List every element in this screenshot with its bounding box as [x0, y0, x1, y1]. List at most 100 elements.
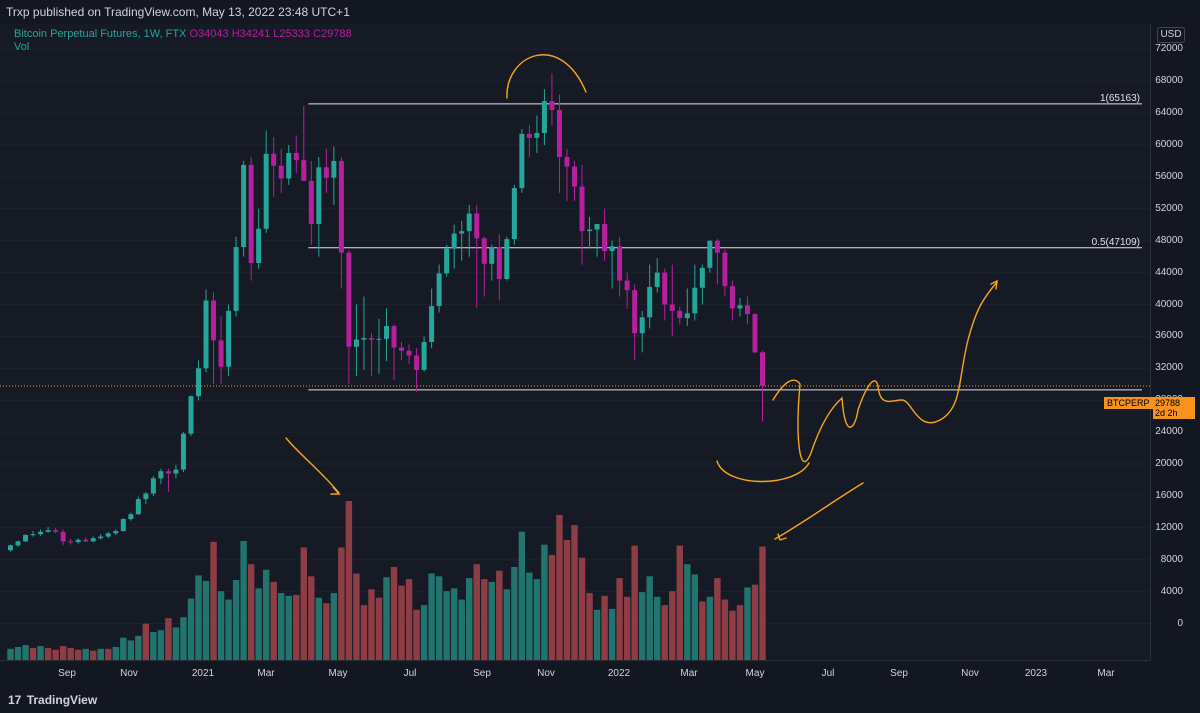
time-tick-label: Jul — [821, 668, 835, 679]
brand-name: TradingView — [26, 693, 98, 707]
time-tick-label: 2022 — [607, 668, 631, 679]
volume-bar — [127, 640, 135, 660]
volume-bar — [586, 593, 593, 660]
candle-body — [692, 287, 698, 314]
candle-body — [226, 310, 232, 367]
volume-bar — [67, 647, 74, 660]
volume-bar — [714, 578, 721, 660]
candle-body — [90, 538, 96, 542]
volume-bar — [293, 594, 300, 660]
price-tick-label: 32000 — [1155, 362, 1183, 374]
volume-bar — [496, 570, 503, 660]
legend-low: L25333 — [273, 28, 311, 40]
volume-bar — [150, 632, 157, 660]
candle-body — [368, 337, 374, 340]
volume-bar — [315, 597, 323, 660]
level-label: 1(65163) — [1100, 93, 1140, 104]
candle-body — [45, 530, 51, 532]
volume-bar — [661, 605, 668, 660]
drawing-stroke — [285, 437, 340, 494]
volume-bar — [736, 605, 744, 660]
candle-body — [624, 280, 630, 291]
candle-body — [233, 247, 239, 311]
candle-body — [135, 499, 141, 515]
candle-body — [406, 350, 412, 356]
volume-bar — [450, 588, 458, 660]
candle-body — [23, 534, 29, 542]
volume-bar — [255, 588, 262, 660]
candle-body — [436, 273, 442, 307]
candle-body — [579, 186, 585, 232]
candle-body — [256, 228, 262, 264]
last-price-value: 29788 — [1155, 398, 1181, 408]
volume-bar — [533, 579, 541, 660]
time-axis[interactable] — [0, 660, 1150, 686]
volume-bar — [721, 599, 729, 660]
volume-bar — [518, 531, 526, 660]
candle-body — [669, 304, 675, 311]
volume-bar — [37, 646, 44, 660]
price-tick-label: 4000 — [1160, 585, 1183, 597]
tradingview-brand[interactable]: 17 TradingView — [8, 693, 97, 707]
price-chart[interactable]: 1(65163) 0.5(47109) — [0, 24, 1150, 660]
volume-bar — [390, 567, 398, 660]
candle-body — [346, 252, 352, 347]
volume-bar — [187, 598, 195, 660]
level-label: 0.5(47109) — [1092, 237, 1140, 248]
candle-body — [541, 101, 547, 134]
volume-bar — [195, 575, 202, 660]
volume-bar — [578, 557, 586, 660]
symbol-name: Bitcoin Perpetual Futures, 1W, FTX — [14, 28, 187, 40]
volume-bar — [142, 623, 150, 660]
volume-bar — [300, 547, 307, 660]
candle-body — [263, 153, 269, 229]
volume-bar — [623, 596, 631, 660]
volume-bar — [7, 648, 14, 660]
candle-body — [158, 471, 164, 479]
volume-bar — [383, 577, 390, 660]
currency-button[interactable]: USD — [1157, 27, 1185, 43]
tradingview-logo-icon: 17 — [8, 693, 22, 707]
candle-body — [699, 267, 705, 288]
candle-body — [384, 326, 389, 339]
drawing-stroke — [716, 460, 810, 483]
volume-bar — [165, 618, 172, 660]
candle-body — [617, 246, 623, 281]
candle-body — [180, 433, 186, 470]
time-tick-label: 2021 — [191, 668, 215, 679]
volume-bar — [676, 545, 683, 660]
candle-body — [211, 300, 217, 341]
candle-body — [8, 545, 13, 551]
candle-body — [391, 326, 397, 348]
volume-bar — [240, 540, 247, 660]
volume-bar — [473, 564, 480, 660]
volume-bar — [353, 573, 360, 660]
price-tick-label: 60000 — [1155, 139, 1183, 150]
candle-body — [609, 246, 615, 252]
volume-bar — [323, 603, 330, 660]
price-tick-label: 56000 — [1155, 170, 1183, 182]
candle-body — [729, 286, 735, 309]
volume-label: Vol — [14, 41, 30, 53]
drawing-stroke — [774, 482, 864, 540]
time-tick-label: Nov — [537, 668, 555, 679]
candle-body — [30, 534, 36, 536]
candle-body — [293, 152, 299, 161]
price-tick-label: 64000 — [1155, 107, 1183, 119]
candle-body — [654, 272, 660, 287]
time-tick-label: Nov — [120, 668, 138, 679]
candle-body — [271, 153, 277, 166]
price-axis[interactable] — [1150, 24, 1200, 660]
candle-body — [564, 156, 570, 167]
candle-body — [429, 306, 435, 342]
candle-body — [83, 539, 89, 542]
volume-bar — [14, 646, 22, 660]
candle-body — [188, 396, 194, 434]
candle-body — [662, 272, 668, 305]
time-tick-label: Mar — [1097, 668, 1115, 679]
volume-bar — [646, 576, 653, 660]
price-tick-label: 72000 — [1155, 43, 1183, 55]
time-tick-label: Sep — [473, 668, 491, 679]
volume-bar — [654, 596, 661, 660]
volume-bar — [44, 647, 52, 660]
